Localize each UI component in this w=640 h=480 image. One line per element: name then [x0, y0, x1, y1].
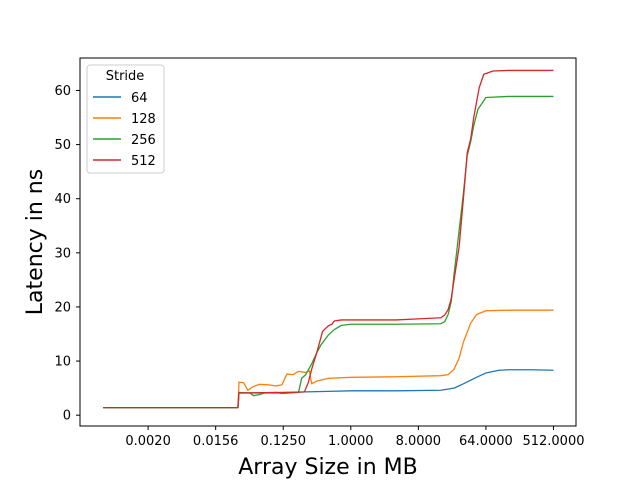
x-tick-label: 0.1250	[260, 434, 306, 449]
plot-area-frame	[79, 57, 577, 427]
series-line-64	[103, 369, 554, 409]
series-line-256	[103, 95, 554, 409]
legend-label-128: 128	[131, 112, 156, 127]
x-axis-title: Array Size in MB	[238, 455, 418, 480]
x-axis: 0.0020 0.0156 0.1250 1.0000 8.0000 64.0000 512…	[125, 426, 584, 449]
x-tick-label: 512.0000	[522, 434, 584, 449]
legend-label-512: 512	[131, 154, 156, 169]
legend-title: Stride	[106, 69, 145, 84]
legend-items: 64 128 256 512	[93, 91, 156, 169]
x-tick-label: 8.0000	[396, 434, 442, 449]
x-tick-label: 0.0156	[193, 434, 239, 449]
legend-label-256: 256	[131, 133, 156, 148]
series-line-128	[103, 309, 554, 409]
y-axis-title: Latency in ns	[23, 169, 48, 315]
legend: Stride 64 128 256 512	[86, 64, 165, 174]
y-tick-label: 50	[54, 138, 71, 153]
y-tick-label: 40	[54, 192, 71, 207]
series-layer	[103, 69, 554, 409]
y-tick-label: 0	[63, 409, 71, 424]
series-line-512	[103, 69, 554, 409]
legend-label-64: 64	[131, 91, 148, 106]
y-tick-label: 30	[54, 246, 71, 261]
x-tick-label: 0.0020	[125, 434, 171, 449]
y-tick-label: 60	[54, 84, 71, 99]
y-tick-label: 20	[54, 300, 71, 315]
y-tick-label: 10	[54, 355, 71, 370]
legend-box	[86, 64, 165, 174]
y-axis: 0 10 20 30 40 50 60	[54, 84, 80, 424]
x-tick-label: 1.0000	[328, 434, 374, 449]
x-tick-label: 64.0000	[459, 434, 513, 449]
